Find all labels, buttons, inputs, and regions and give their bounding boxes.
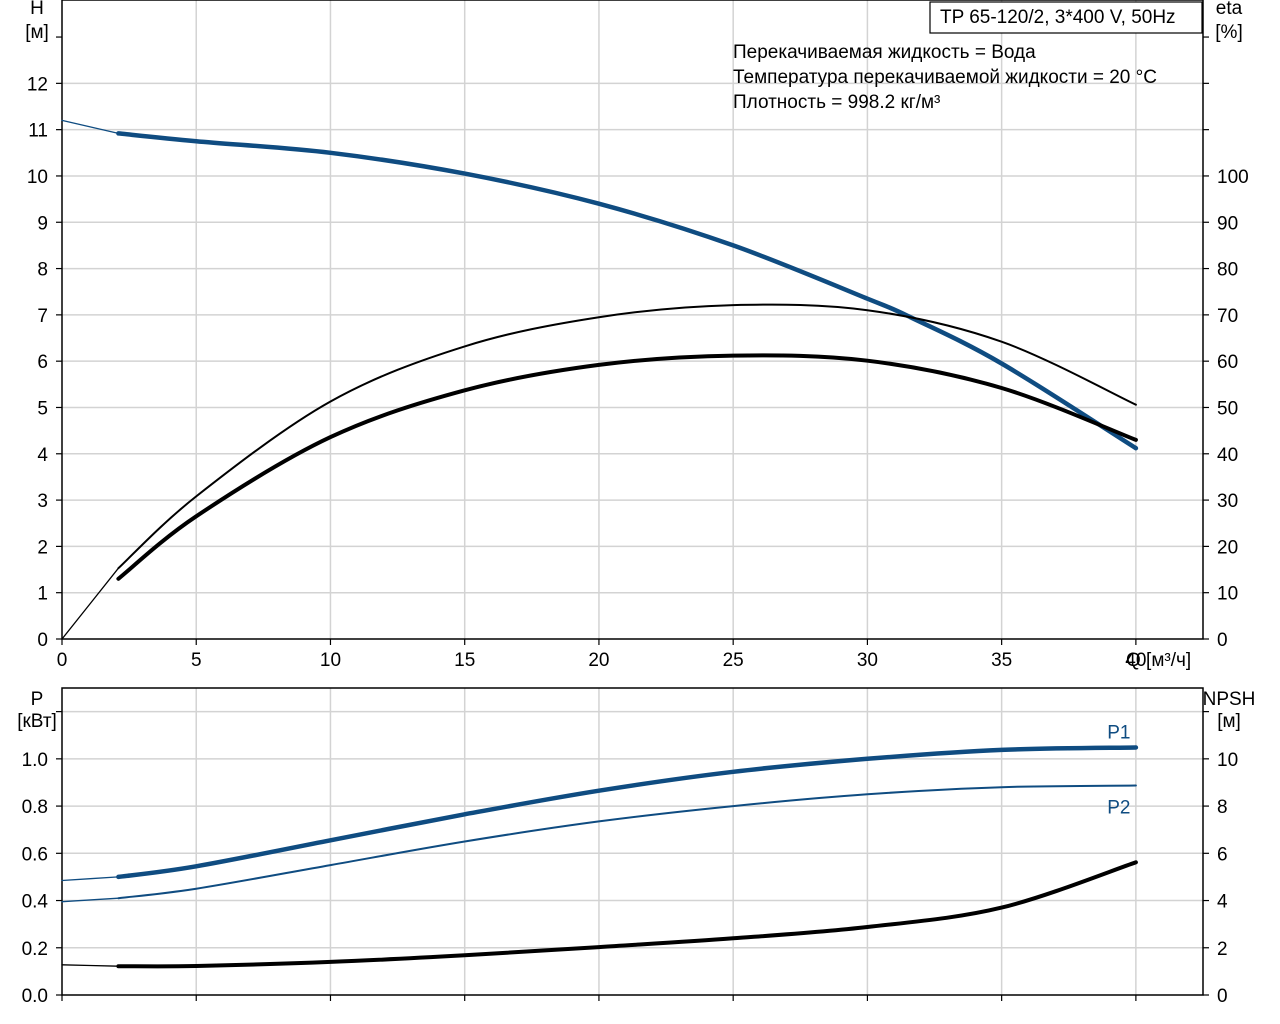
y-tick-label: 0.2 (22, 939, 48, 960)
y-tick-label: 1 (37, 584, 48, 605)
x-tick-label: 10 (320, 650, 341, 671)
y-tick-label: 0.6 (22, 844, 48, 865)
series-line (116, 131, 1139, 451)
fluid-info-line: Перекачиваемая жидкость = Вода (733, 42, 1036, 63)
head-efficiency-panel: 01234567891011120102030405060708090100H[… (25, 0, 1249, 671)
y-right-tick-label: 2 (1217, 939, 1228, 960)
series-extrapolation-line (61, 897, 120, 903)
y-right-tick-label: 30 (1217, 491, 1238, 512)
series-line (116, 353, 1138, 581)
y-axis-unit: [м] (25, 22, 49, 43)
power-npsh-panel: 0.0 0.2 0.4 0.6 0.8 1.0 0 2 4 6 8 10 P[кВт] NPSH[м] P1… (17, 687, 1256, 1007)
y-tick-label: 12 (27, 74, 48, 95)
y-right-tick-label: 0 (1217, 630, 1228, 651)
y-right-tick-label: 90 (1217, 213, 1238, 234)
y-tick-label: 6 (37, 352, 48, 373)
y-tick-label: 5 (37, 398, 48, 419)
series-label: P2 (1107, 798, 1130, 819)
plot-frame (61, 687, 1204, 996)
y-right-tick-label: 50 (1217, 398, 1238, 419)
y-right-tick-label: 80 (1217, 260, 1238, 281)
y-right-axis-unit: [м] (1217, 711, 1241, 732)
y-tick-label: 9 (37, 213, 48, 234)
series-line-p1 (116, 745, 1139, 880)
y-right-axis-unit: [%] (1215, 22, 1242, 43)
x-tick-label: 15 (454, 650, 475, 671)
y-tick-label: 0.8 (22, 797, 48, 818)
y-axis-label: P (31, 689, 44, 710)
x-tick-label: 25 (723, 650, 744, 671)
x-axis-label: Q [м³/ч] (1126, 650, 1191, 671)
y-tick-label: 4 (37, 445, 48, 466)
series-extrapolation-line (61, 876, 120, 882)
y-tick-label: 2 (37, 537, 48, 558)
x-tick-label: 35 (991, 650, 1012, 671)
y-tick-label: 8 (37, 260, 48, 281)
fluid-info-line: Температура перекачиваемой жидкости = 20… (733, 67, 1157, 88)
y-right-tick-label: 70 (1217, 306, 1238, 327)
y-right-tick-label: 10 (1217, 584, 1238, 605)
y-tick-label: 0.0 (22, 986, 48, 1007)
title-box: TP 65-120/2, 3*400 V, 50Hz (929, 1, 1203, 34)
y-right-axis-label: NPSH (1203, 689, 1256, 710)
chart-title: TP 65-120/2, 3*400 V, 50Hz (940, 7, 1176, 28)
series-extrapolation-line (61, 567, 120, 640)
y-tick-label: 0 (37, 630, 48, 651)
y-tick-label: 7 (37, 306, 48, 327)
fluid-info-line: Плотность = 998.2 кг/м³ (733, 92, 940, 113)
x-tick-label: 30 (857, 650, 878, 671)
series-extrapolation-line (61, 119, 120, 135)
y-tick-label: 10 (27, 167, 48, 188)
series-line (116, 860, 1138, 969)
y-right-tick-label: 10 (1217, 750, 1238, 771)
y-tick-label: 3 (37, 491, 48, 512)
series-extrapolation-line (61, 964, 120, 967)
x-tick-label: 5 (191, 650, 202, 671)
y-right-tick-label: 100 (1217, 167, 1249, 188)
title-box-frame (929, 1, 1203, 34)
y-tick-label: 11 (28, 121, 48, 142)
y-tick-label: 1.0 (22, 750, 48, 771)
y-axis-unit: [кВт] (17, 711, 57, 732)
x-tick-label: 40 (1125, 650, 1146, 671)
y-right-tick-label: 40 (1217, 445, 1238, 466)
y-right-tick-label: 0 (1217, 986, 1228, 1007)
y-right-tick-label: 60 (1217, 352, 1238, 373)
x-tick-label: 20 (588, 650, 609, 671)
plot-frame (61, 0, 1204, 640)
y-right-tick-label: 6 (1217, 844, 1228, 865)
y-axis-label: H (30, 0, 44, 19)
y-right-tick-label: 8 (1217, 797, 1228, 818)
fluid-info: Перекачиваемая жидкость = Вода Температу… (733, 42, 1157, 113)
y-right-tick-label: 20 (1217, 537, 1238, 558)
y-right-tick-label: 4 (1217, 892, 1228, 913)
x-tick-label: 0 (57, 650, 68, 671)
series-line (117, 303, 1137, 570)
y-right-axis-label: eta (1216, 0, 1243, 19)
series-line-p2 (117, 784, 1137, 900)
series-label: P1 (1107, 723, 1130, 744)
y-tick-label: 0.4 (22, 892, 49, 913)
